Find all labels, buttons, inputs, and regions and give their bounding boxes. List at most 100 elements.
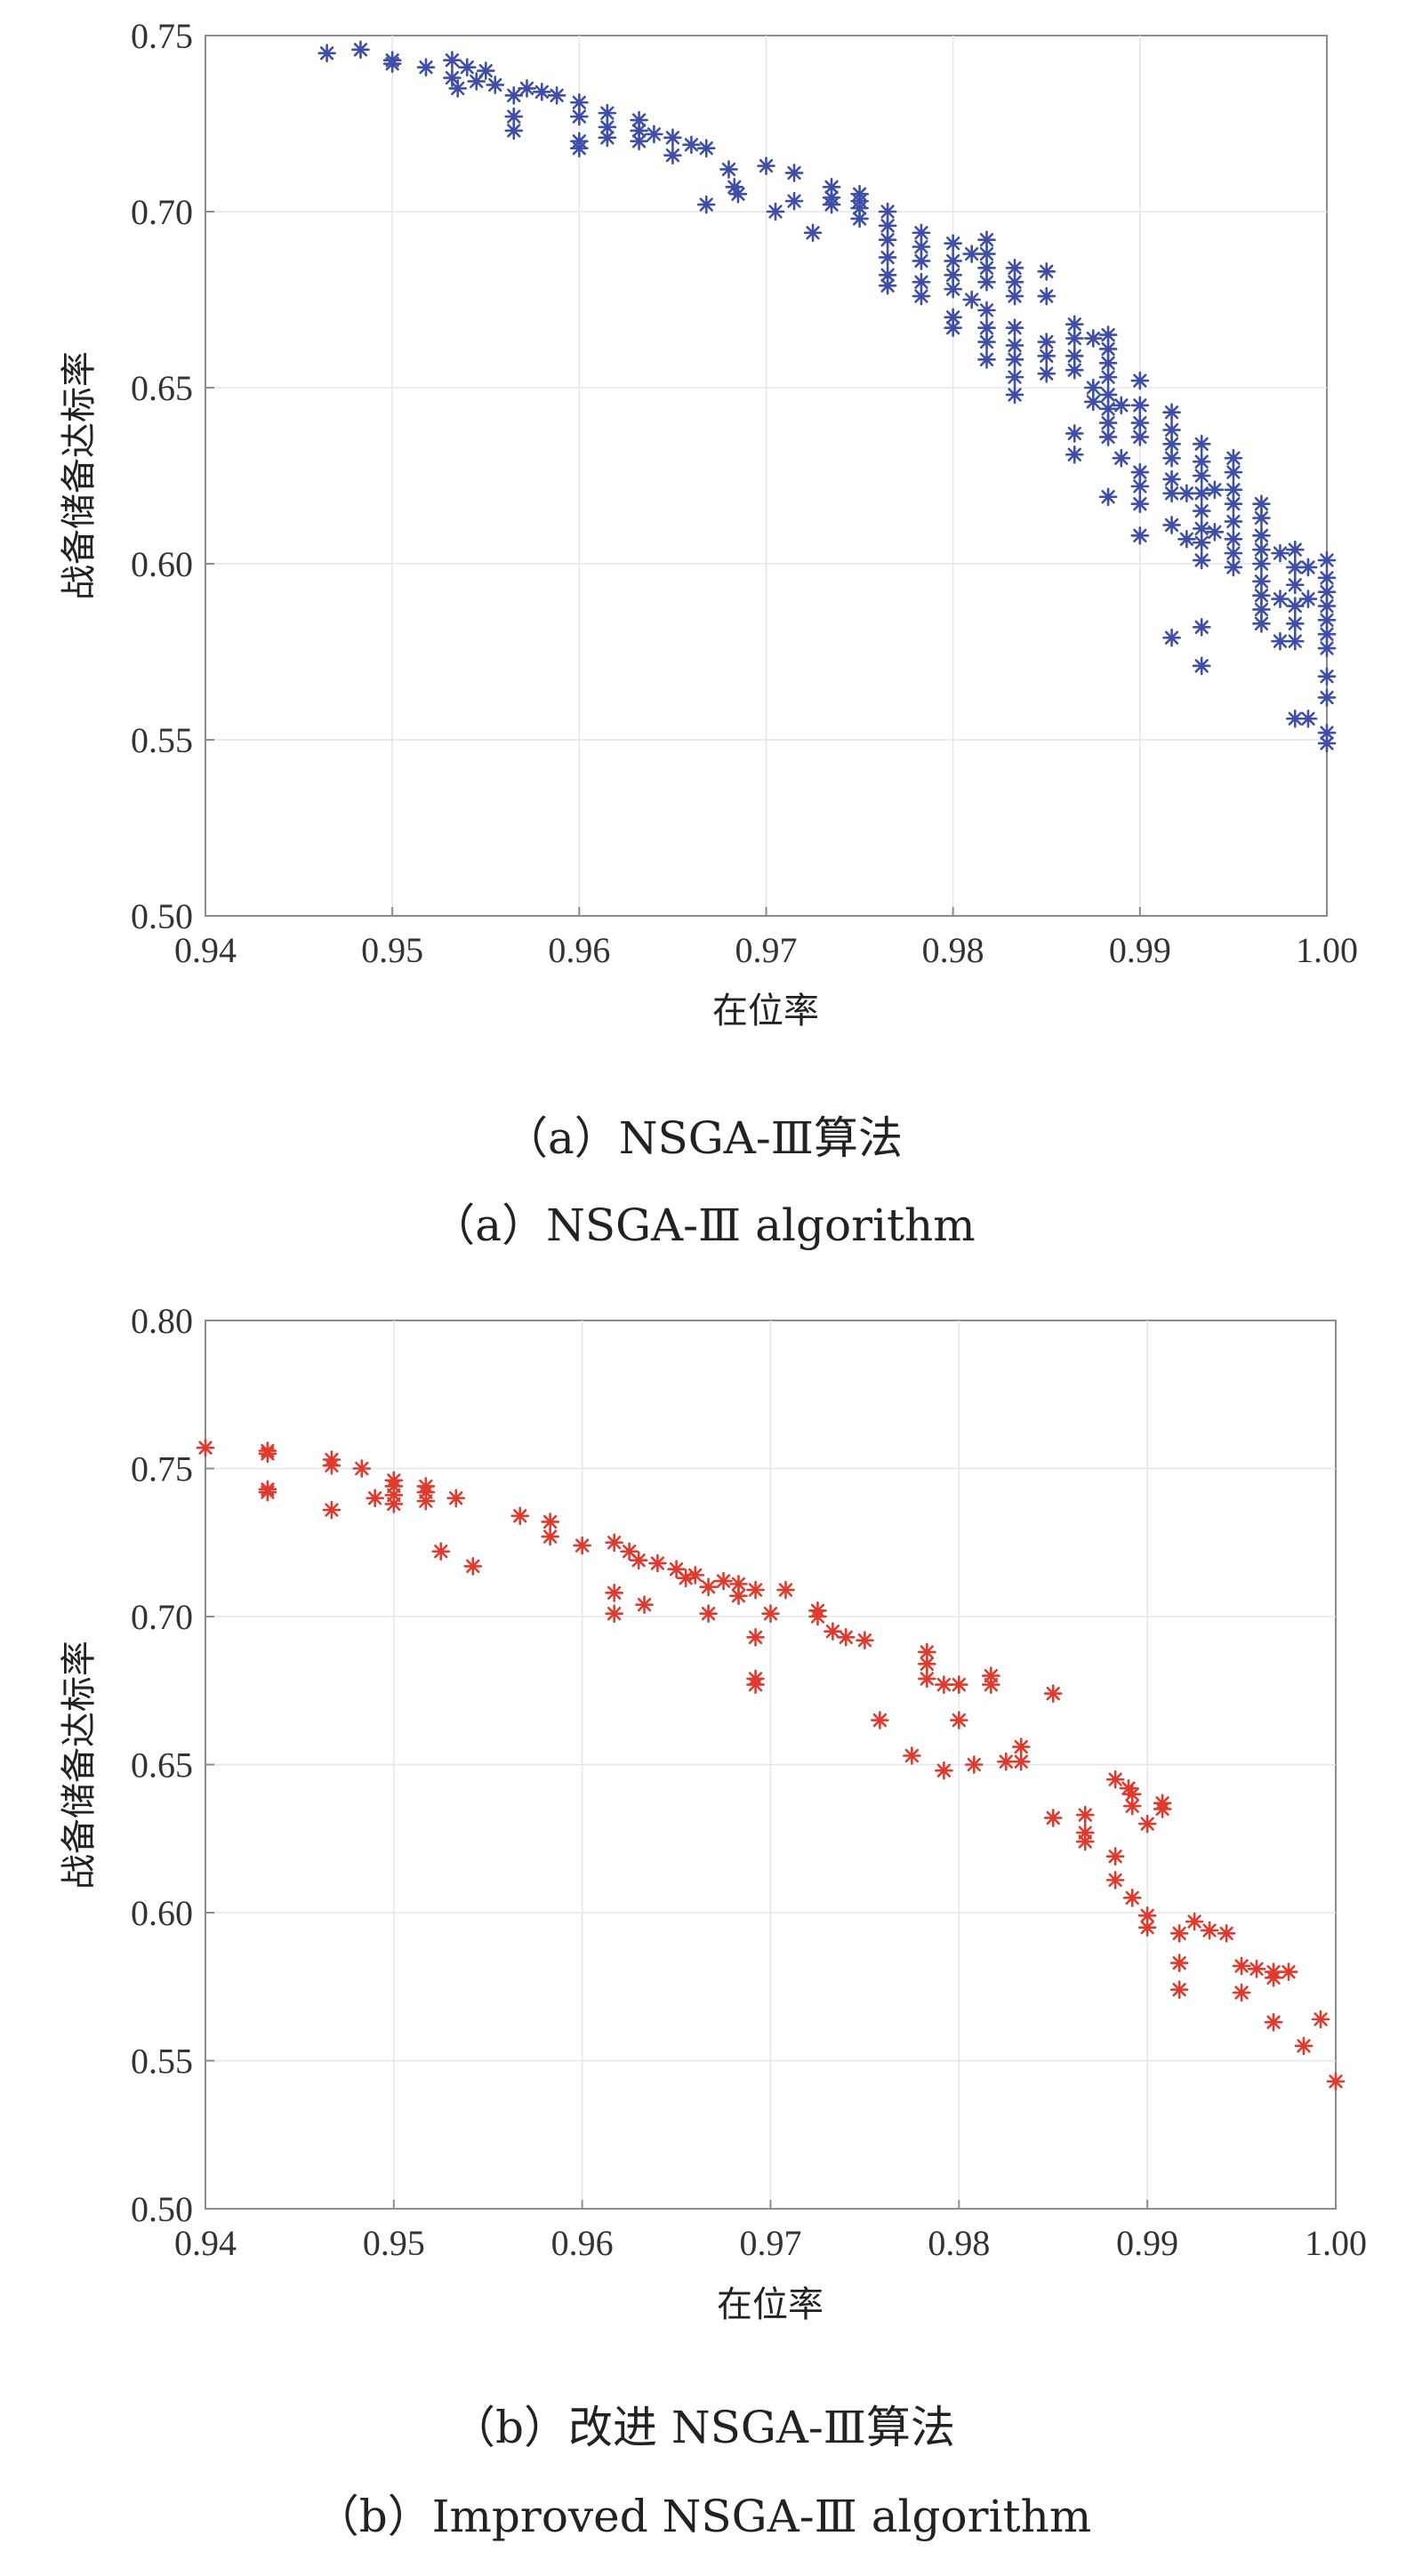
data-point — [962, 245, 981, 263]
data-point — [1177, 529, 1196, 549]
x-tick-label: 0.97 — [740, 2223, 802, 2263]
data-point — [964, 1755, 984, 1774]
data-point — [803, 223, 823, 243]
data-point — [696, 195, 716, 214]
y-tick-label: 0.55 — [131, 720, 193, 760]
x-tick-label: 0.95 — [361, 930, 423, 970]
y-tick-labels: 0.50 0.55 0.60 0.65 0.70 0.75 — [131, 16, 193, 936]
data-point — [541, 1527, 559, 1546]
data-point — [1011, 1752, 1031, 1771]
data-point — [1083, 378, 1103, 397]
data-point — [605, 1604, 623, 1623]
data-point — [322, 1500, 341, 1520]
data-point — [944, 308, 962, 327]
x-tick-label: 0.99 — [1109, 930, 1171, 970]
data-point — [1122, 1889, 1142, 1907]
data-point — [918, 1669, 936, 1689]
caption-a-en: （a）NSGA-Ⅲ algorithm — [430, 1200, 976, 1251]
data-point — [1112, 396, 1131, 415]
data-point — [1169, 1924, 1189, 1943]
data-point — [486, 76, 505, 94]
data-point — [696, 139, 716, 158]
data-point — [1294, 2036, 1314, 2056]
chart-improved-nsga3: 0.500.550.600.650.700.750.80 0.94 0.95 0.9… — [59, 1301, 1367, 2325]
data-point — [1065, 329, 1084, 348]
data-point — [1192, 502, 1211, 520]
data-point — [630, 132, 648, 151]
y-tick-label: 0.60 — [131, 544, 193, 584]
y-tick-label: 0.60 — [131, 1893, 193, 1933]
x-tick-label: 0.96 — [548, 930, 610, 970]
data-point — [1037, 286, 1057, 306]
data-point — [822, 177, 841, 197]
data-point — [1271, 543, 1290, 563]
data-point — [645, 124, 663, 144]
x-axis-label: 在位率 — [712, 991, 819, 1031]
data-point — [850, 198, 869, 218]
data-point — [1252, 614, 1271, 633]
data-point — [1162, 448, 1181, 468]
data-point — [1122, 1796, 1142, 1816]
data-point — [871, 1711, 889, 1729]
x-axis-label: 在位率 — [717, 2284, 824, 2325]
data-point — [944, 234, 962, 253]
data-point — [1005, 367, 1024, 387]
data-point — [1005, 318, 1024, 337]
data-point — [1192, 656, 1211, 676]
data-point — [504, 121, 524, 140]
x-tick-label: 0.94 — [174, 930, 237, 970]
data-point — [384, 1495, 404, 1513]
y-tick-label: 0.75 — [131, 1449, 193, 1489]
data-point — [977, 350, 996, 369]
data-point — [1162, 403, 1181, 422]
data-point — [1224, 558, 1243, 577]
data-point — [1192, 466, 1211, 486]
data-point — [728, 184, 748, 204]
data-point — [996, 1752, 1016, 1771]
data-point — [463, 1557, 483, 1576]
data-point — [532, 83, 551, 101]
data-point — [1264, 2012, 1283, 2032]
data-point — [757, 156, 775, 175]
data-point — [962, 290, 981, 309]
data-point — [784, 164, 804, 182]
data-point — [605, 1533, 623, 1553]
data-point — [1285, 540, 1305, 559]
data-point — [1317, 638, 1337, 658]
data-point — [1098, 367, 1118, 387]
data-point — [630, 110, 648, 130]
data-point — [667, 1560, 686, 1579]
data-point — [719, 160, 738, 179]
y-tick-labels: 0.50 0.55 0.60 0.65 0.70 0.75 0.80 — [131, 1301, 193, 2229]
x-tick-labels: 0.94 0.95 0.96 0.97 0.98 0.99 1.00 — [174, 930, 1358, 970]
data-point — [570, 139, 589, 158]
y-tick-label: 0.50 — [131, 896, 193, 936]
data-point — [1037, 347, 1057, 365]
data-point — [1192, 533, 1211, 552]
data-point — [1192, 519, 1211, 538]
data-point — [1298, 709, 1318, 728]
data-point — [1317, 734, 1337, 753]
data-point — [682, 135, 701, 155]
data-point — [446, 1489, 466, 1508]
y-tick-label: 0.50 — [131, 2189, 193, 2229]
data-point — [648, 1553, 667, 1573]
y-tick-label: 0.65 — [131, 1745, 193, 1786]
data-point — [1112, 448, 1131, 468]
data-point — [1192, 484, 1211, 503]
x-tick-label: 1.00 — [1305, 2223, 1367, 2263]
data-point — [663, 128, 682, 148]
y-tick-label: 0.70 — [131, 192, 193, 232]
data-point — [1252, 554, 1271, 574]
data-point — [1264, 1968, 1283, 1987]
data-point — [629, 1551, 648, 1570]
data-point — [1098, 428, 1118, 446]
data-point — [1153, 1800, 1172, 1818]
data-point — [1075, 1805, 1095, 1825]
data-point — [878, 216, 897, 236]
y-axis-label: 战备储备达标率 — [59, 1641, 100, 1890]
data-point — [1162, 484, 1181, 503]
data-point — [1011, 1737, 1031, 1756]
data-point — [448, 79, 468, 98]
data-point — [1130, 526, 1150, 545]
